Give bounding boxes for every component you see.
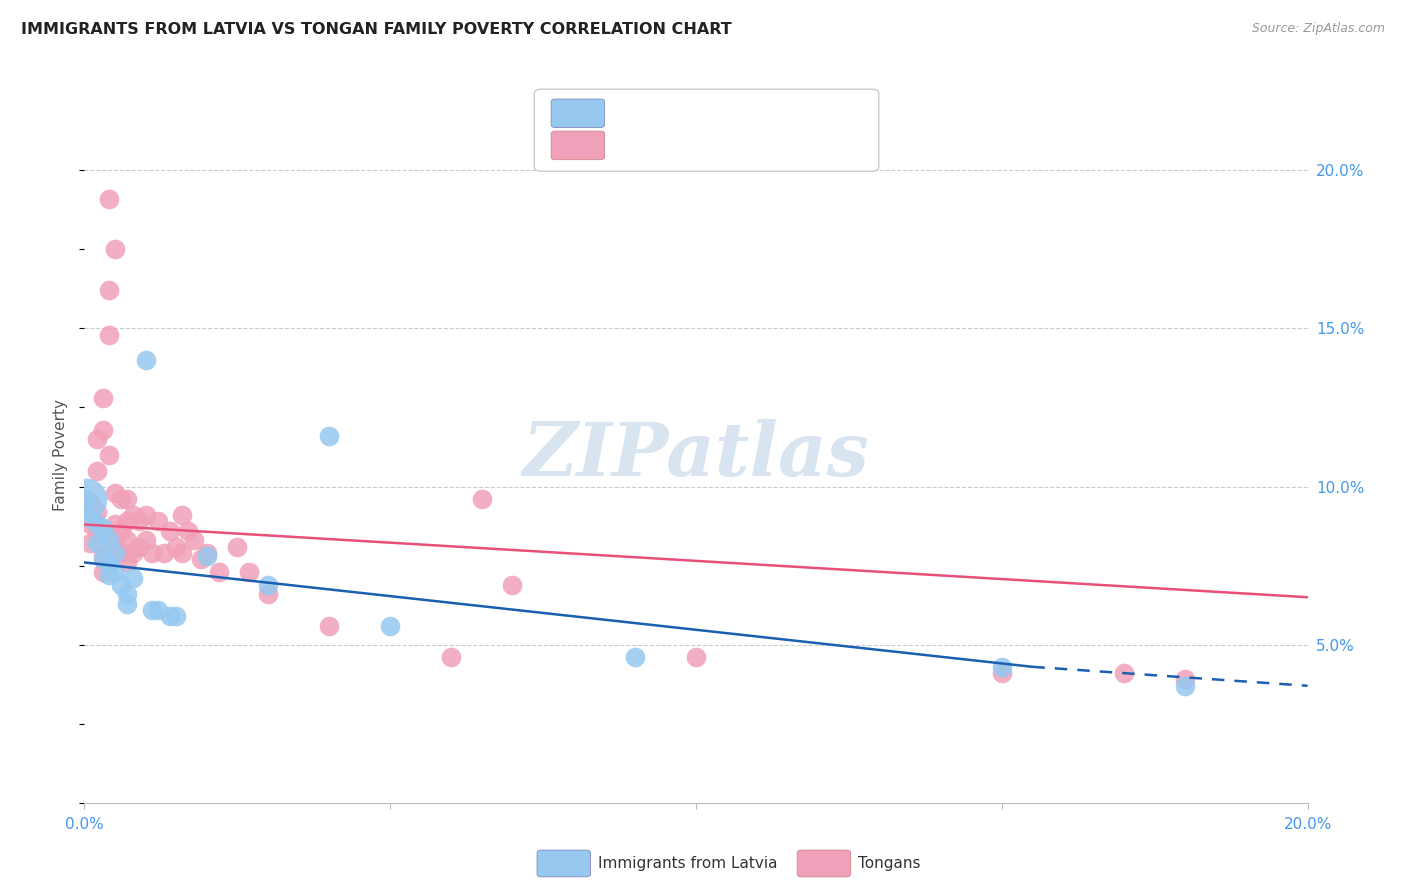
Point [165,540,187,554]
Point [208,565,231,579]
Point [79,517,101,532]
Point [624,650,647,665]
Point [115,514,138,528]
Point [122,508,145,522]
Point [110,492,132,507]
Point [991,660,1014,674]
Point [115,597,138,611]
Point [110,546,132,560]
Point [91,549,114,563]
Point [159,609,181,624]
Point [75,492,97,507]
Point [86,517,108,532]
Point [97,556,120,570]
Point [97,533,120,548]
Point [79,511,101,525]
Point [104,546,127,560]
Point [502,577,524,591]
Point [91,391,114,405]
Point [172,546,194,560]
Point [238,565,260,579]
Point [97,568,120,582]
Point [190,552,212,566]
Point [86,524,108,538]
Point [135,508,157,522]
Text: R =: R = [614,138,648,153]
Point [177,524,200,538]
Point [226,540,249,554]
Point [128,540,150,554]
Point [146,603,169,617]
Point [79,536,101,550]
Point [97,327,120,342]
Point [79,495,101,509]
Y-axis label: Family Poverty: Family Poverty [53,399,69,511]
Point [195,549,218,563]
Point [115,533,138,548]
Point [91,565,114,579]
Point [685,650,707,665]
Point [104,565,127,579]
Point [195,546,218,560]
Point [165,609,187,624]
Point [97,284,120,298]
Point [75,492,97,507]
Point [257,577,280,591]
Point [86,536,108,550]
Point [172,508,194,522]
Point [153,546,176,560]
Point [128,514,150,528]
Point [135,533,157,548]
Point [440,650,463,665]
Text: R =: R = [614,106,648,120]
Text: -0.171: -0.171 [645,106,700,120]
Point [91,552,114,566]
Point [97,192,120,206]
Text: Source: ZipAtlas.com: Source: ZipAtlas.com [1251,22,1385,36]
Point [104,243,127,257]
Point [115,556,138,570]
Point [471,492,494,507]
Point [104,486,127,500]
Point [91,423,114,437]
Point [135,353,157,368]
Point [104,536,127,550]
Point [86,432,108,446]
Text: N = 27: N = 27 [716,106,773,120]
Point [97,448,120,462]
Text: ZIPatlas: ZIPatlas [523,418,869,491]
Text: N = 55: N = 55 [716,138,773,153]
Point [86,464,108,478]
Point [122,571,145,585]
Point [257,587,280,601]
Point [110,524,132,538]
Point [1174,673,1197,687]
Point [318,429,340,443]
Point [380,618,402,632]
Point [1174,679,1197,693]
Point [110,577,132,591]
Point [146,514,169,528]
Point [183,533,205,548]
Point [991,666,1014,681]
Point [122,546,145,560]
Point [141,546,163,560]
Point [115,492,138,507]
Point [318,618,340,632]
Text: -0.160: -0.160 [645,138,700,153]
Text: Tongans: Tongans [858,856,920,871]
Point [91,521,114,535]
Text: IMMIGRANTS FROM LATVIA VS TONGAN FAMILY POVERTY CORRELATION CHART: IMMIGRANTS FROM LATVIA VS TONGAN FAMILY … [21,22,733,37]
Point [86,505,108,519]
Text: Immigrants from Latvia: Immigrants from Latvia [598,856,778,871]
Point [159,524,181,538]
Point [1114,666,1136,681]
Point [104,517,127,532]
Point [115,587,138,601]
Point [141,603,163,617]
